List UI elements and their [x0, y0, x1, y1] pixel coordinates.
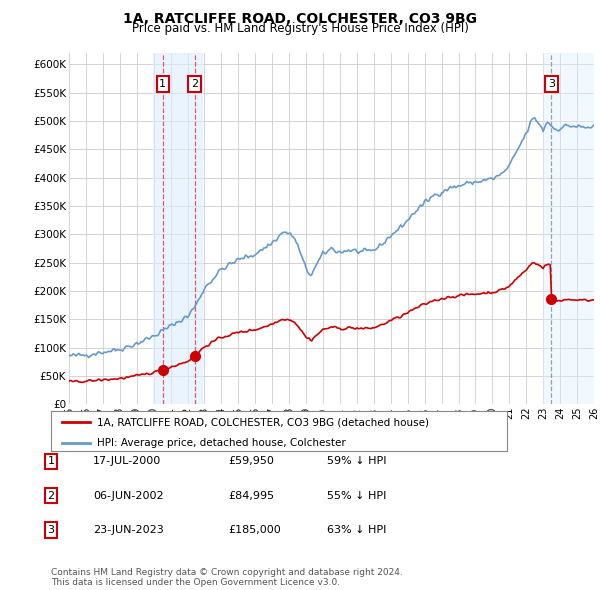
Text: Price paid vs. HM Land Registry's House Price Index (HPI): Price paid vs. HM Land Registry's House …: [131, 22, 469, 35]
Text: 3: 3: [548, 79, 555, 89]
Text: This data is licensed under the Open Government Licence v3.0.: This data is licensed under the Open Gov…: [51, 578, 340, 587]
Text: HPI: Average price, detached house, Colchester: HPI: Average price, detached house, Colc…: [97, 438, 346, 448]
Text: 3: 3: [47, 525, 55, 535]
Text: £59,950: £59,950: [228, 457, 274, 466]
Text: £84,995: £84,995: [228, 491, 274, 500]
Text: Contains HM Land Registry data © Crown copyright and database right 2024.: Contains HM Land Registry data © Crown c…: [51, 568, 403, 577]
Text: 55% ↓ HPI: 55% ↓ HPI: [327, 491, 386, 500]
Bar: [543, 53, 594, 404]
Text: 1: 1: [160, 79, 166, 89]
Text: 23-JUN-2023: 23-JUN-2023: [93, 525, 164, 535]
Text: 2: 2: [191, 79, 199, 89]
Text: 06-JUN-2002: 06-JUN-2002: [93, 491, 164, 500]
Text: £185,000: £185,000: [228, 525, 281, 535]
Text: 63% ↓ HPI: 63% ↓ HPI: [327, 525, 386, 535]
Bar: [152, 53, 202, 404]
Text: 1A, RATCLIFFE ROAD, COLCHESTER, CO3 9BG (detached house): 1A, RATCLIFFE ROAD, COLCHESTER, CO3 9BG …: [97, 417, 428, 427]
Text: 1A, RATCLIFFE ROAD, COLCHESTER, CO3 9BG: 1A, RATCLIFFE ROAD, COLCHESTER, CO3 9BG: [123, 12, 477, 26]
Bar: [543, 53, 594, 404]
Text: 1: 1: [47, 457, 55, 466]
Text: 2: 2: [47, 491, 55, 500]
Text: 17-JUL-2000: 17-JUL-2000: [93, 457, 161, 466]
Text: 59% ↓ HPI: 59% ↓ HPI: [327, 457, 386, 466]
